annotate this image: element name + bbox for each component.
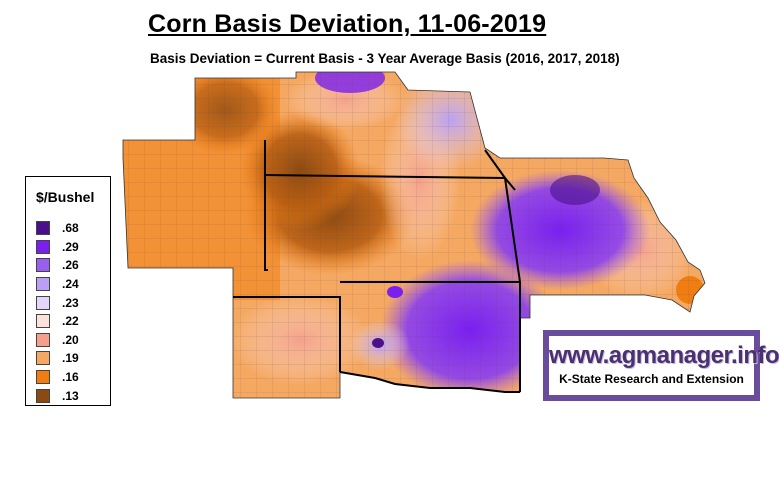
legend-swatch: [36, 332, 50, 347]
legend-item: .13: [36, 386, 79, 405]
legend-label: .29: [62, 239, 79, 254]
legend-label: .68: [62, 221, 79, 236]
agmanager-logo: www.agmanager.info K-State Research and …: [543, 330, 779, 401]
legend-label: .23: [62, 295, 79, 310]
legend-swatch: [36, 221, 50, 236]
legend: $/Bushel .68 .29 .26 .24 .23 .22 .20 .19…: [25, 176, 111, 406]
map-title: Corn Basis Deviation, 11-06-2019: [148, 10, 547, 38]
legend-swatch: [36, 351, 50, 366]
legend-item: .23: [36, 293, 79, 312]
legend-swatch: [36, 295, 50, 310]
legend-item: .20: [36, 331, 79, 350]
legend-label: .16: [62, 370, 79, 385]
legend-label: .22: [62, 314, 79, 329]
legend-label: .26: [62, 258, 79, 273]
legend-label: .13: [62, 388, 79, 403]
legend-item: .16: [36, 368, 79, 387]
legend-label: .19: [62, 351, 79, 366]
legend-swatch: [36, 277, 50, 292]
legend-label: .20: [62, 332, 79, 347]
legend-title: $/Bushel: [36, 189, 95, 205]
state-boundaries: [233, 140, 521, 393]
legend-item: .26: [36, 256, 79, 275]
legend-label: .24: [62, 277, 79, 292]
legend-swatch: [36, 239, 50, 254]
legend-swatch: [36, 388, 50, 403]
brand-url: www.agmanager.info: [549, 342, 779, 369]
legend-swatch: [36, 314, 50, 329]
legend-item: .19: [36, 349, 79, 368]
legend-item: .22: [36, 312, 79, 331]
legend-swatch: [36, 370, 50, 385]
legend-items: .68 .29 .26 .24 .23 .22 .20 .19 .16 .13: [36, 219, 79, 405]
legend-swatch: [36, 258, 50, 273]
brand-org: K-State Research and Extension: [559, 372, 744, 386]
legend-item: .24: [36, 275, 79, 294]
legend-item: .29: [36, 238, 79, 257]
legend-item: .68: [36, 219, 79, 238]
map-subtitle: Basis Deviation = Current Basis - 3 Year…: [150, 51, 620, 66]
